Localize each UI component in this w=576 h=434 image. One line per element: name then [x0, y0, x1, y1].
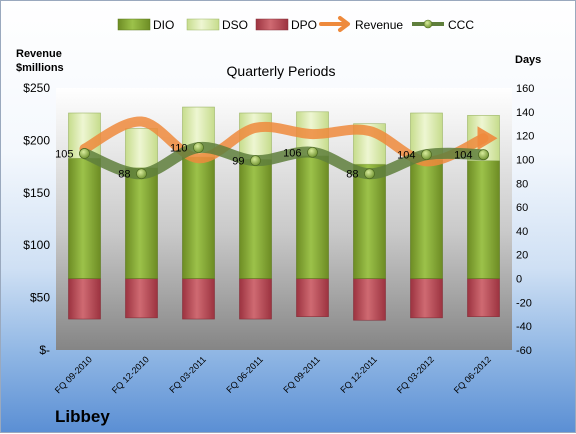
chart-title: Quarterly Periods: [227, 63, 336, 79]
right-tick-label-6: 60: [516, 202, 528, 214]
category-label-5: FQ 12-2011: [338, 354, 379, 395]
category-label-3: FQ 06-2011: [224, 354, 265, 395]
legend-label-revenue: Revenue: [355, 18, 403, 32]
ccc-data-label-1: 88: [118, 169, 130, 181]
ccc-data-label-0: 105: [55, 149, 73, 161]
left-tick-label-5: $250: [23, 81, 50, 95]
right-tick-label-5: 40: [516, 226, 528, 238]
ccc-data-label-3: 99: [232, 156, 244, 168]
y-left-label-line2: $millions: [16, 62, 64, 74]
right-tick-label-1: -40: [516, 321, 532, 333]
category-label-1: FQ 12-2010: [110, 354, 151, 395]
y-left-label-line1: Revenue: [16, 48, 62, 60]
ccc-data-label-6: 104: [397, 150, 415, 162]
right-tick-label-7: 80: [516, 178, 528, 190]
ccc-data-label-4: 106: [283, 147, 301, 159]
right-tick-label-0: -60: [516, 345, 532, 357]
ccc-point-3: [250, 155, 261, 166]
left-tick-label-4: $200: [23, 133, 50, 147]
bar-dso-1: [125, 128, 158, 169]
bar-dio-6: [410, 159, 443, 279]
ccc-data-label-2: 110: [170, 143, 188, 155]
ccc-point-1: [136, 168, 147, 180]
ccc-data-label-5: 88: [346, 169, 358, 181]
bar-dio-5: [353, 163, 386, 279]
bar-dpo-7: [467, 278, 500, 317]
ccc-line: [79, 141, 489, 180]
legend-swatch-dpo: [255, 18, 289, 31]
legend-swatch-dso: [186, 18, 220, 31]
bar-dio-3: [239, 159, 272, 279]
bar-dpo-0: [68, 278, 101, 320]
bar-dio-0: [68, 157, 101, 279]
right-tick-label-8: 100: [516, 154, 534, 166]
bar-dpo-6: [410, 278, 443, 319]
bar-dpo-3: [239, 278, 272, 320]
left-tick-label-3: $150: [23, 186, 50, 200]
legend-swatch-dio: [117, 18, 151, 31]
legend-arrow-revenue: [319, 16, 350, 32]
category-label-7: FQ 06-2012: [452, 354, 493, 395]
legend-label-dpo: DPO: [291, 18, 317, 32]
ccc-point-4: [307, 146, 318, 158]
bar-dpo-4: [296, 278, 329, 317]
ccc-point-5: [364, 168, 375, 180]
right-tick-label-3: 0: [516, 274, 522, 286]
revenue-arrowhead: [477, 126, 498, 151]
left-tick-label-2: $100: [23, 238, 50, 252]
legend-dot-ccc: [423, 19, 433, 29]
bars-layer: [68, 106, 500, 321]
legend-label-dio: DIO: [153, 18, 174, 32]
bar-dio-4: [296, 155, 329, 279]
ccc-data-label-7: 104: [454, 150, 472, 162]
bar-dio-7: [467, 160, 500, 279]
legend: DIO DSO DPO Revenue CCC: [117, 16, 474, 32]
legend-label-dso: DSO: [222, 18, 248, 32]
ccc-point-6: [421, 149, 432, 161]
company-name: Libbey: [55, 407, 110, 426]
category-label-4: FQ 09-2011: [281, 354, 322, 395]
right-tick-label-11: 160: [516, 83, 534, 95]
right-tick-label-4: 20: [516, 250, 528, 262]
left-tick-label-1: $50: [30, 291, 50, 305]
bar-dio-2: [182, 156, 215, 279]
bar-dpo-1: [125, 278, 158, 319]
ccc-point-7: [478, 149, 489, 161]
bar-dpo-5: [353, 278, 386, 321]
right-tick-label-9: 120: [516, 131, 534, 143]
right-tick-label-10: 140: [516, 107, 534, 119]
legend-label-ccc: CCC: [448, 18, 474, 32]
y-right-label: Days: [515, 54, 541, 66]
category-label-0: FQ 09-2010: [53, 354, 94, 395]
lines-layer: 105 88 110 99 106 88 104 104: [55, 116, 498, 181]
bar-dpo-2: [182, 278, 215, 320]
ccc-point-0: [79, 148, 90, 159]
category-label-2: FQ 03-2011: [167, 354, 208, 395]
category-label-6: FQ 03-2012: [395, 354, 436, 395]
ccc-point-2: [193, 142, 204, 153]
right-tick-label-2: -20: [516, 297, 532, 309]
bar-dio-1: [125, 167, 158, 279]
left-tick-label-0: $-: [39, 343, 50, 357]
